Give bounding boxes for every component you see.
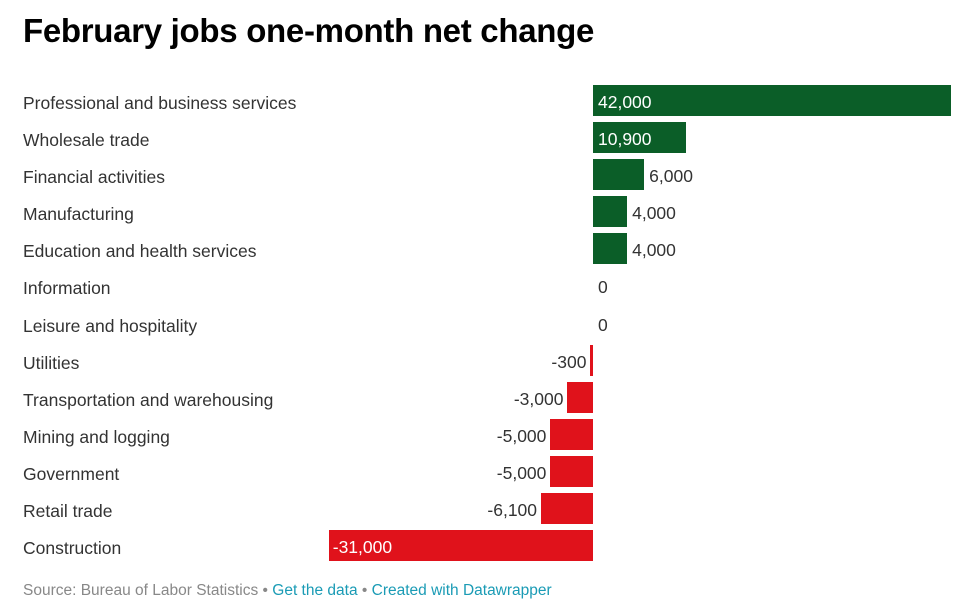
bar-row: Mining and logging -5,000 — [0, 418, 962, 456]
bar-row: Retail trade -6,100 — [0, 492, 962, 530]
category-label: Wholesale trade — [23, 130, 150, 151]
bar — [567, 381, 593, 413]
bar — [593, 122, 686, 154]
category-label: Government — [23, 463, 120, 484]
value-label: 0 — [598, 314, 608, 335]
bar — [590, 344, 593, 376]
bar-row: Professional and business services 42,000 — [0, 85, 962, 122]
bar-row: Government -5,000 — [0, 455, 962, 493]
category-label: Construction — [23, 538, 122, 558]
value-label: 4,000 — [632, 203, 676, 224]
bar-row: Manufacturing 4,000 — [0, 196, 962, 233]
category-label: Retail trade — [23, 500, 113, 521]
category-label: Manufacturing — [23, 204, 134, 225]
bar-row: Wholesale trade 10,900 — [0, 122, 962, 159]
footer-separator: • — [258, 582, 273, 599]
footer-separator: • — [357, 582, 372, 599]
bar-row: Financial activities 6,000 — [0, 159, 962, 196]
bar — [593, 233, 628, 265]
chart-title: February jobs one-month net change — [23, 12, 595, 49]
category-label: Leisure and hospitality — [23, 315, 198, 336]
value-label: 0 — [598, 277, 608, 298]
value-label: 42,000 — [598, 92, 652, 112]
value-label: -3,000 — [513, 388, 564, 409]
category-label: Information — [23, 278, 111, 299]
bar — [541, 492, 593, 524]
category-label: Mining and logging — [23, 426, 170, 447]
bar — [593, 196, 628, 228]
source-note: Source: Bureau of Labor Statistics — [23, 582, 259, 599]
bar-row: Education and health services 4,000 — [0, 233, 962, 270]
category-label: Transportation and warehousing — [23, 389, 274, 410]
bar — [593, 159, 645, 191]
bar-row: Utilities -300 — [0, 344, 962, 382]
chart-footer: Source: Bureau of Labor Statistics • Get… — [23, 582, 552, 600]
bar — [593, 85, 951, 116]
bar — [550, 455, 593, 487]
value-label: -300 — [551, 351, 587, 372]
bar-row: Transportation and warehousing -3,000 — [0, 381, 962, 419]
bar-row: Construction -31,000 — [0, 530, 962, 567]
bar — [550, 418, 593, 450]
bar-row: Leisure and hospitality 0 — [0, 308, 962, 345]
value-label: -31,000 — [332, 537, 393, 557]
datawrapper-link[interactable]: Created with Datawrapper — [371, 582, 552, 599]
value-label: 4,000 — [632, 240, 676, 261]
value-label: 6,000 — [649, 166, 693, 187]
value-label: 10,900 — [598, 129, 652, 150]
category-label: Professional and business services — [23, 93, 297, 113]
get-data-link[interactable]: Get the data — [272, 582, 358, 599]
value-label: -6,100 — [487, 499, 538, 520]
bar-row: Information 0 — [0, 270, 962, 307]
category-label: Utilities — [23, 352, 80, 373]
value-label: -5,000 — [496, 462, 547, 483]
category-label: Education and health services — [23, 241, 257, 262]
value-label: -5,000 — [496, 425, 547, 446]
category-label: Financial activities — [23, 167, 165, 188]
bar — [328, 530, 593, 561]
